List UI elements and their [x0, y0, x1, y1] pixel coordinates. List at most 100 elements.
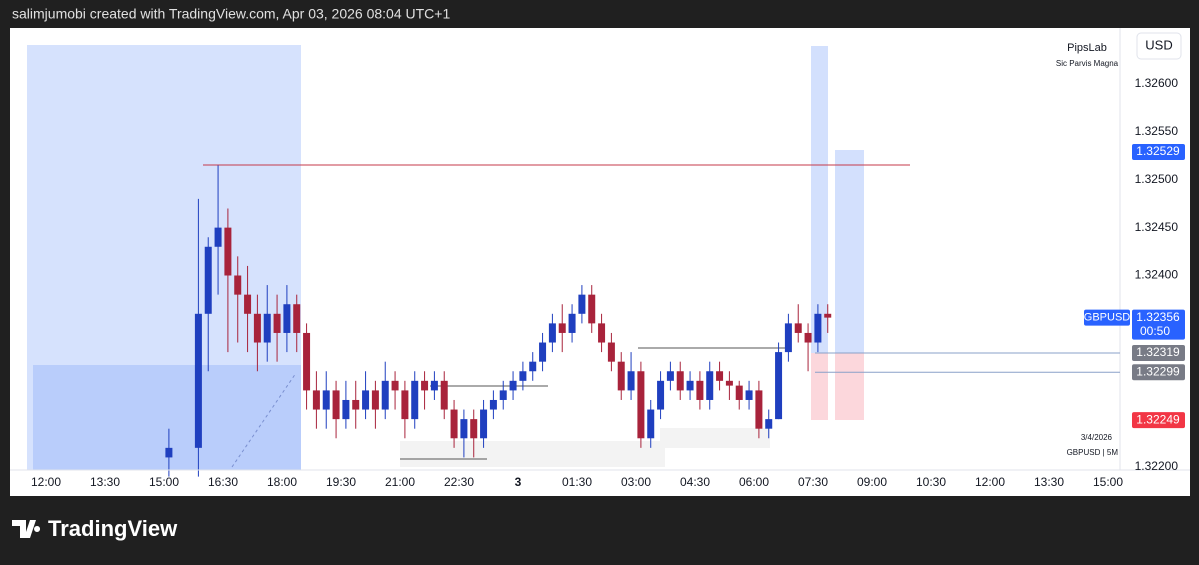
candle-body — [430, 380, 438, 391]
candle-body — [548, 323, 556, 343]
date-note: 3/4/2026 — [1081, 433, 1113, 442]
candle-body — [814, 313, 822, 343]
candle-body — [696, 380, 704, 400]
logo-text: TradingView — [48, 516, 178, 541]
candle-body — [165, 447, 173, 458]
currency-button[interactable] — [1136, 32, 1182, 60]
candle-body — [755, 390, 763, 429]
candle-body — [293, 304, 301, 333]
candle-body — [362, 390, 370, 410]
candle-body — [391, 380, 399, 391]
candle-body — [617, 361, 625, 391]
last-price: 1.32356 — [1136, 310, 1180, 324]
candle-body — [794, 323, 802, 333]
candle-body — [371, 390, 379, 410]
candle-body — [332, 390, 340, 420]
x-tick-label: 15:00 — [149, 475, 179, 489]
price-tag — [1132, 364, 1185, 381]
candle-body — [578, 294, 586, 314]
logo: TradingView — [12, 516, 178, 541]
x-tick-label: 10:30 — [916, 475, 946, 489]
candle-body — [470, 419, 478, 439]
watermark-title: PipsLab — [1067, 42, 1107, 54]
candle-body — [480, 409, 488, 439]
x-tick-label: 09:00 — [857, 475, 887, 489]
zone — [660, 428, 770, 448]
candle-body — [725, 380, 733, 386]
x-tick-label: 21:00 — [385, 475, 415, 489]
last-price-tag — [1132, 309, 1185, 340]
candle-body — [568, 313, 576, 333]
candle-body — [342, 399, 350, 420]
zone — [400, 441, 665, 467]
symbol-tag-label: GBPUSD — [1084, 312, 1131, 324]
zone — [835, 150, 864, 353]
candle-body — [253, 313, 261, 343]
candle-body — [224, 227, 232, 276]
x-tick-label: 04:30 — [680, 475, 710, 489]
x-tick-label: 13:30 — [90, 475, 120, 489]
price-tag-label: 1.32529 — [1136, 144, 1180, 158]
candle-body — [322, 390, 330, 410]
candle-body — [489, 399, 497, 410]
candle-body — [686, 380, 694, 391]
y-tick-label: 1.32500 — [1135, 172, 1179, 186]
candle-body — [421, 380, 429, 391]
candle-body — [283, 304, 291, 333]
y-tick-label: 1.32600 — [1135, 76, 1179, 90]
candle-body — [765, 419, 773, 429]
logo-icon — [12, 520, 41, 538]
candle-body — [204, 246, 212, 314]
candle-body — [234, 275, 242, 295]
x-tick-label: 13:30 — [1034, 475, 1064, 489]
candle-body — [647, 409, 655, 439]
candle-body — [460, 419, 468, 439]
y-tick-label: 1.32400 — [1135, 268, 1179, 282]
candle-body — [637, 371, 645, 439]
candle-body — [676, 371, 684, 391]
candle-body — [352, 399, 360, 410]
candle-body — [450, 409, 458, 439]
candle-body — [666, 371, 674, 381]
candle-body — [588, 294, 596, 324]
price-tag — [1132, 345, 1185, 362]
candle-body — [627, 371, 635, 391]
x-tick-label: 03:00 — [621, 475, 651, 489]
countdown: 00:50 — [1140, 324, 1170, 338]
candle-body — [401, 390, 409, 420]
candle-body — [273, 313, 281, 333]
candle-body — [775, 352, 783, 420]
candle-body — [312, 390, 320, 410]
candle-body — [519, 371, 527, 381]
price-tag — [1132, 143, 1185, 160]
drawings — [27, 45, 910, 470]
x-tick-label: 06:00 — [739, 475, 769, 489]
zone — [811, 353, 828, 420]
candle-body — [194, 313, 202, 448]
candle-body — [804, 332, 812, 343]
zone — [835, 353, 864, 420]
candle-body — [529, 361, 537, 372]
candle-body — [499, 390, 507, 400]
dashed-line — [231, 372, 297, 468]
candle-body — [735, 385, 743, 400]
x-tick-label: 07:30 — [798, 475, 828, 489]
candle-body — [539, 342, 547, 362]
price-tag-label: 1.32319 — [1136, 345, 1180, 359]
x-tick-label: 18:00 — [267, 475, 297, 489]
candle-body — [381, 380, 389, 410]
x-tick-label: 12:00 — [31, 475, 61, 489]
candle-body — [607, 342, 615, 362]
candle-body — [657, 380, 665, 410]
x-tick-label: 19:30 — [326, 475, 356, 489]
y-tick-label: 1.32550 — [1135, 124, 1179, 138]
y-tick-label: 1.32450 — [1135, 220, 1179, 234]
candle-body — [440, 380, 448, 410]
candle-body — [598, 323, 606, 343]
symbol-note: GBPUSD | 5M — [1067, 448, 1119, 457]
candle-body — [303, 332, 311, 391]
watermark-subtitle: Sic Parvis Magna — [1056, 59, 1119, 68]
candle-body — [824, 313, 832, 318]
candle-body — [716, 371, 724, 381]
